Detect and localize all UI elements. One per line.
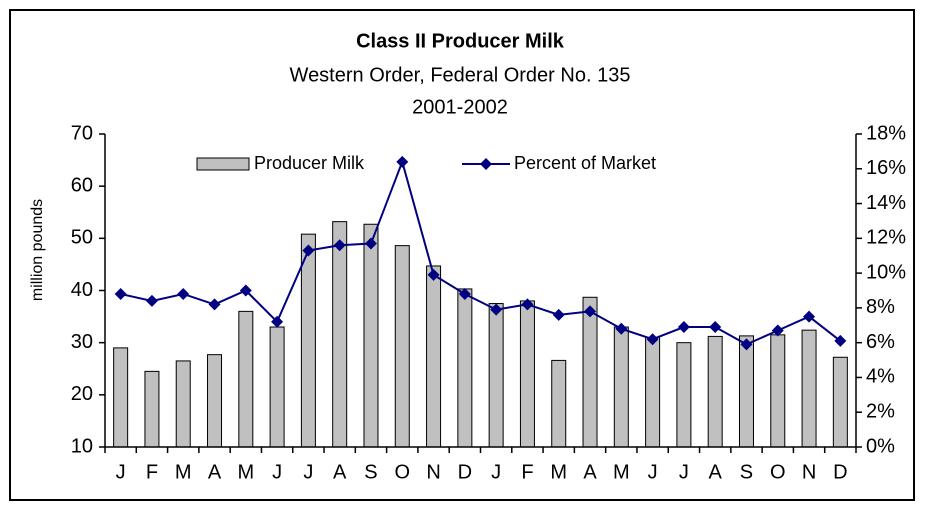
marker [114,287,127,300]
y-tick-label: 10 [71,435,93,457]
marker [458,287,471,300]
y2-tick-label: 8% [866,296,895,318]
x-tick-label: F [521,461,533,483]
marker [771,324,784,337]
bar [426,265,442,448]
bar [645,336,661,448]
y-tick-label: 50 [71,227,93,249]
y2-tick-label: 2% [866,401,895,423]
line [120,158,841,346]
marker [145,294,158,307]
y2-tick-label: 16% [866,157,906,179]
chart-subtitle: Western Order, Federal Order No. 135 [290,64,631,86]
x-tick-label: M [613,461,630,483]
x-tick-label: J [491,461,501,483]
marker [834,334,847,347]
bar [175,360,191,448]
y2-tick-label: 0% [866,435,895,457]
x-tick-label: O [394,461,410,483]
bar [770,334,786,448]
x-tick-label: N [426,461,440,483]
bar [519,300,535,448]
x-tick-label: J [272,461,282,483]
y-tick-label: 60 [71,174,93,196]
bar [551,359,567,448]
marker [521,298,534,311]
y-tick-label: 20 [71,383,93,405]
bar [488,303,504,448]
bar [676,342,692,448]
marker [709,321,722,334]
bar [207,354,223,448]
bar [269,326,285,448]
y2-tick-label: 18% [866,122,906,144]
legend-marker [480,158,492,170]
x-tick-label: J [648,461,658,483]
y2-tick-label: 4% [866,366,895,388]
legend-swatch [196,157,250,171]
x-tick-label: S [364,461,377,483]
y2-tick-label: 10% [866,261,906,283]
x-tick-label: N [802,461,816,483]
bar [300,233,316,448]
x-tick-label: J [116,461,126,483]
chart-title: Class II Producer Milk [356,30,565,52]
bar [394,245,410,448]
chart-subtitle: 2001-2002 [412,96,508,118]
marker [333,239,346,252]
legend-label: Producer Milk [254,153,365,173]
y-tick-label: 30 [71,331,93,353]
y-tick-label: 40 [71,279,93,301]
marker [364,237,377,250]
x-tick-label: M [550,461,567,483]
x-tick-label: A [583,461,597,483]
marker [584,305,597,318]
bar [363,223,379,448]
x-tick-label: A [208,461,222,483]
marker [552,308,565,321]
bar [801,329,817,448]
legend-label: Percent of Market [514,153,656,173]
bar [144,370,160,448]
bar [613,326,629,448]
marker [646,333,659,346]
x-tick-label: J [303,461,313,483]
x-tick-label: A [333,461,347,483]
bar [832,356,848,448]
y2-tick-label: 6% [866,331,895,353]
marker [177,287,190,300]
bar [457,288,473,448]
marker [615,322,628,335]
x-tick-label: O [770,461,786,483]
marker [427,268,440,281]
y2-tick-label: 12% [866,227,906,249]
x-tick-label: F [146,461,158,483]
y-tick-label: 70 [71,122,93,144]
marker [803,310,816,323]
bar [238,310,254,448]
x-tick-label: M [175,461,192,483]
bar [582,296,598,448]
x-tick-label: D [833,461,847,483]
marker [677,321,690,334]
marker [271,315,284,328]
marker [396,155,409,168]
x-tick-label: M [237,461,254,483]
x-tick-label: S [740,461,753,483]
bar [738,335,754,448]
x-tick-label: J [679,461,689,483]
bar [332,221,348,448]
marker [740,338,753,351]
y-axis-label: million pounds [29,199,46,301]
y2-tick-label: 14% [866,192,906,214]
marker [490,303,503,316]
x-tick-label: A [709,461,723,483]
marker [302,244,315,257]
x-tick-label: D [458,461,472,483]
marker [239,284,252,297]
marker [208,298,221,311]
bar [113,347,129,448]
bar [707,335,723,448]
